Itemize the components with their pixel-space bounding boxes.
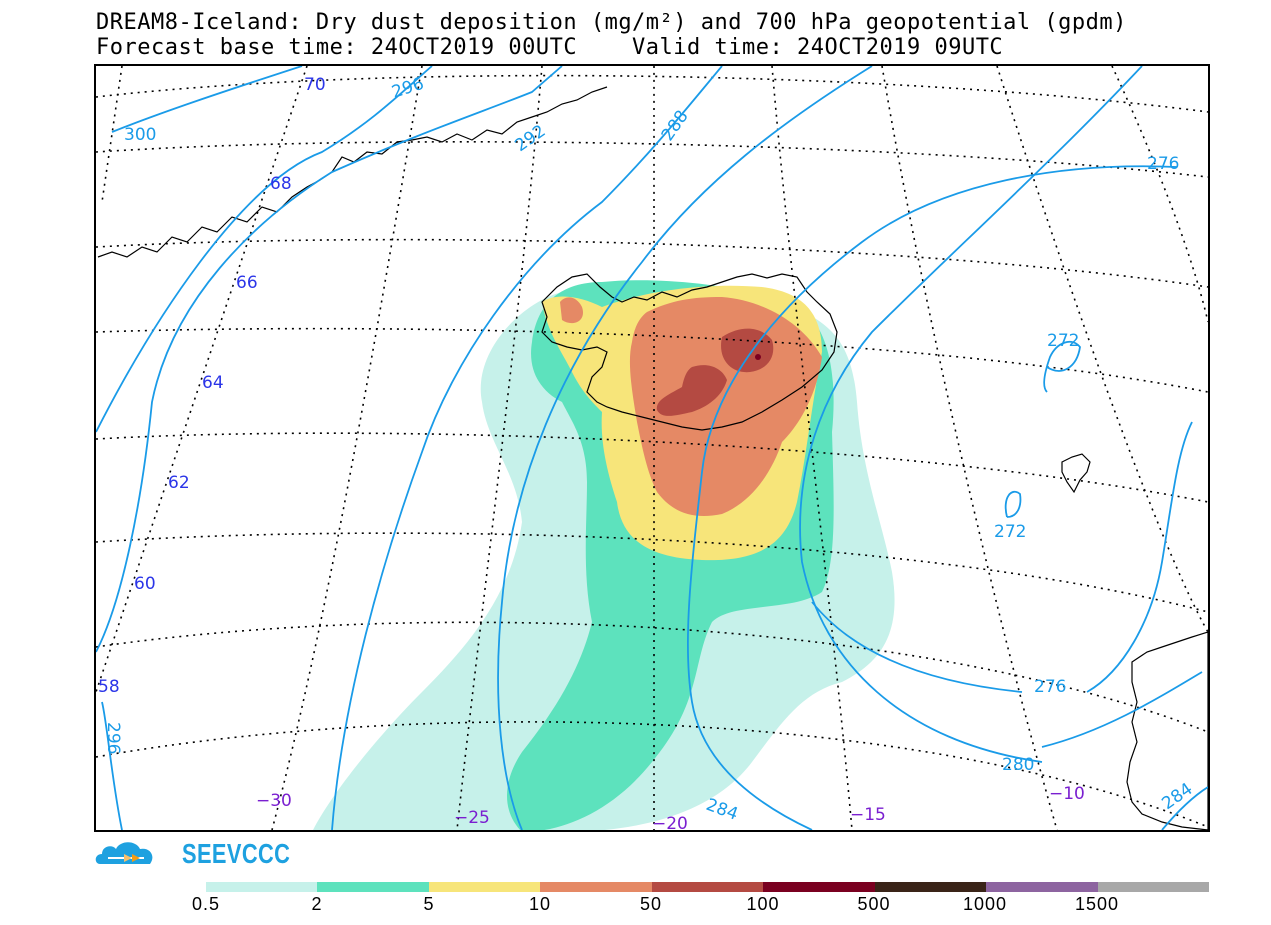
latitude-labels: 70 68 66 64 62 60 58	[98, 75, 326, 697]
lat-label: 62	[168, 473, 190, 493]
contour-label: 276	[1034, 677, 1066, 697]
legend-swatch	[1097, 882, 1209, 892]
legend-swatch	[874, 882, 987, 892]
legend-label: 0.5	[191, 894, 221, 914]
lon-label: −30	[256, 791, 292, 811]
legend-label: 1500	[1074, 894, 1120, 914]
lat-label: 68	[270, 174, 292, 194]
lat-label: 64	[202, 373, 224, 393]
legend-swatch	[763, 882, 875, 892]
lat-label: 58	[98, 677, 120, 697]
lat-label: 66	[236, 273, 258, 293]
contour-label: 288	[658, 107, 693, 145]
map-panel: 300 296 292 288 276 272 272 276 280 284 …	[94, 64, 1210, 832]
contour-label: 284	[1158, 779, 1196, 814]
legend-label: 50	[639, 894, 663, 914]
contour-label: 300	[124, 125, 156, 145]
geopotential-contours	[96, 66, 1208, 830]
legend-label: 500	[857, 894, 891, 914]
lon-label: −20	[652, 814, 688, 830]
longitude-labels: −30 −25 −20 −15 −10	[256, 784, 1085, 830]
legend-label: 100	[746, 894, 780, 914]
forecast-time-line: Forecast base time: 24OCT2019 00UTC Vali…	[96, 35, 1004, 60]
legend-swatch	[986, 882, 1098, 892]
contour-label: 296	[103, 722, 123, 754]
map-canvas: 300 296 292 288 276 272 272 276 280 284 …	[96, 66, 1208, 830]
graticule	[96, 66, 1208, 830]
cloud-logo-icon	[95, 842, 153, 864]
lon-label: −10	[1049, 784, 1085, 804]
contour-label: 276	[1147, 154, 1179, 174]
greenland-coast	[97, 86, 608, 258]
iceland-coast	[541, 273, 838, 431]
contour-label: 284	[703, 795, 740, 825]
dust-band-50	[656, 328, 774, 416]
lon-label: −15	[850, 805, 886, 825]
seevccc-logo-text: SEEVCCC	[182, 838, 291, 869]
faroe-islands	[1061, 453, 1091, 494]
map-title: DREAM8-Iceland: Dry dust deposition (mg/…	[96, 10, 1127, 35]
contour-label: 296	[389, 74, 426, 103]
legend-label: 2	[311, 894, 323, 914]
legend-swatch	[540, 882, 652, 892]
contour-labels: 300 296 292 288 276 272 272 276 280 284 …	[103, 74, 1196, 825]
legend-swatch	[317, 882, 429, 892]
contour-label: 272	[994, 522, 1026, 542]
legend-swatch	[651, 882, 764, 892]
coastlines	[97, 86, 1208, 830]
legend-label: 10	[528, 894, 552, 914]
contour-label: 280	[1002, 755, 1034, 775]
lon-label: −25	[454, 808, 490, 828]
dust-band-100	[755, 354, 761, 360]
legend-colorbar	[206, 882, 1209, 892]
lat-label: 70	[304, 75, 326, 95]
contour-label: 292	[511, 121, 549, 156]
legend-swatch	[428, 882, 541, 892]
legend-label: 5	[423, 894, 435, 914]
legend-swatch	[206, 882, 318, 892]
contour-label: 272	[1047, 331, 1079, 351]
norway-coast	[1126, 631, 1208, 830]
legend-label: 1000	[962, 894, 1008, 914]
lat-label: 60	[134, 574, 156, 594]
